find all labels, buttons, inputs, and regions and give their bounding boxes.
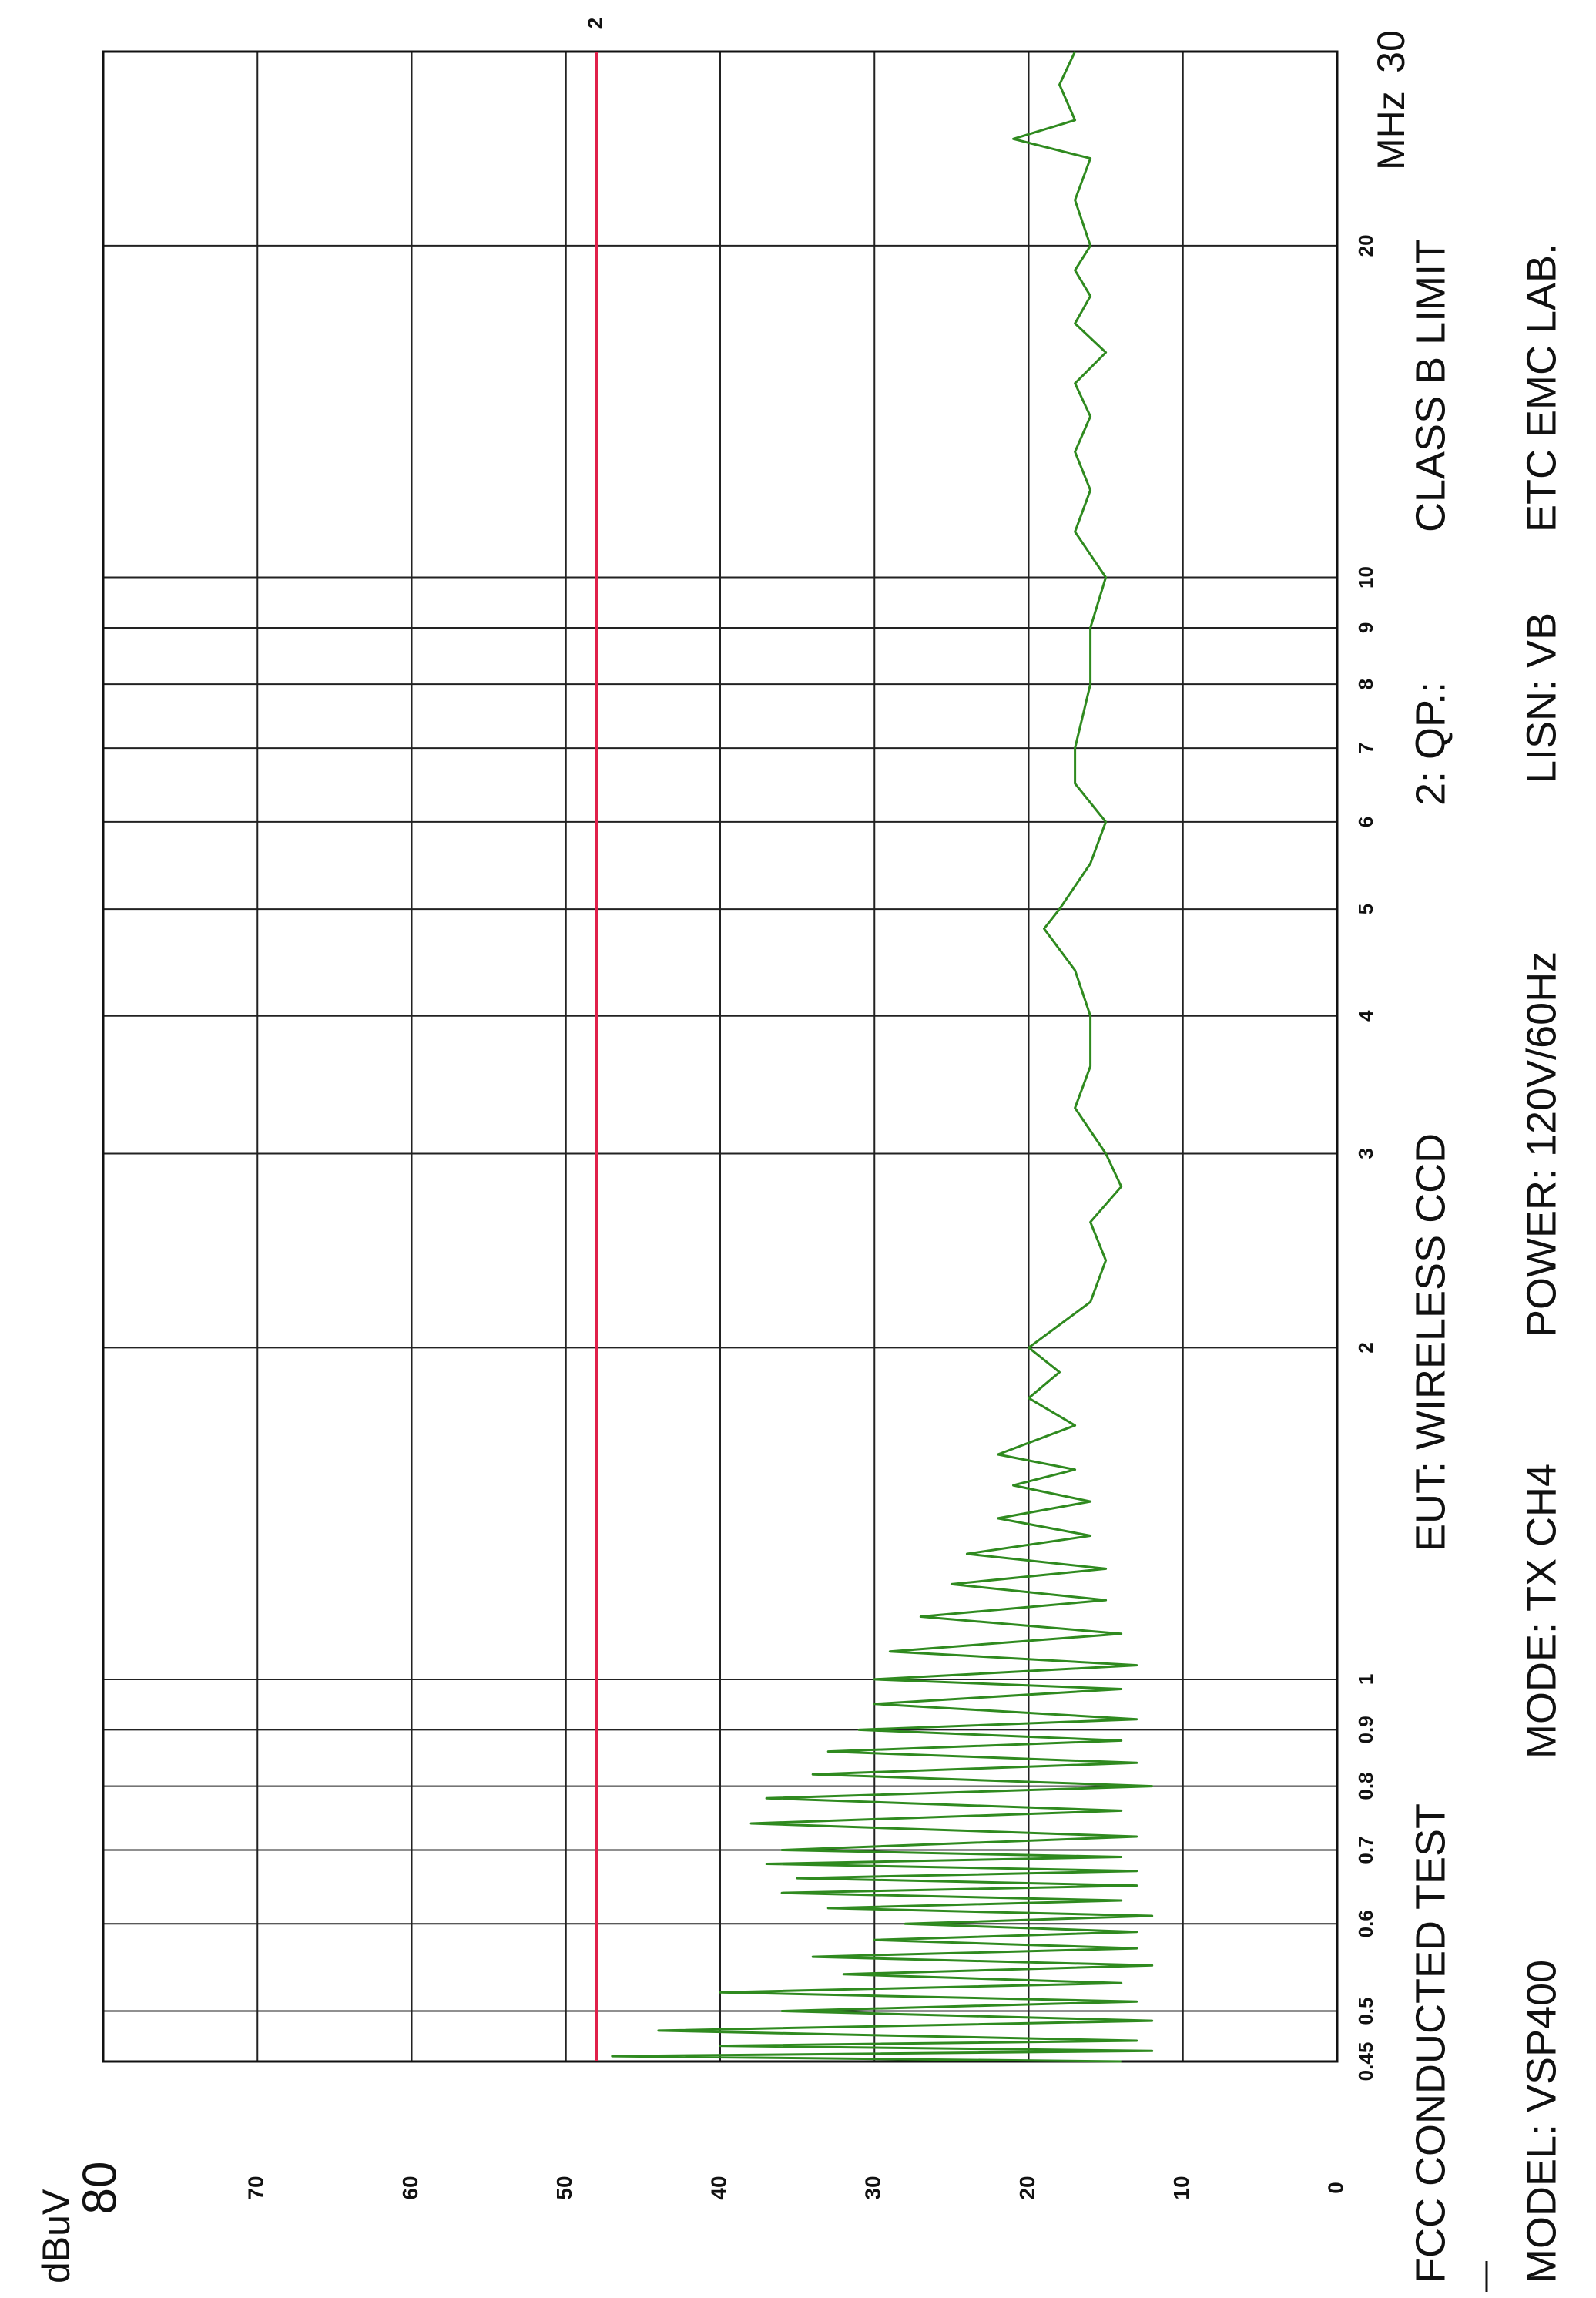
x-tick-label: 0.8 [1354, 1772, 1377, 1800]
x-tick-label: 0.5 [1354, 1997, 1377, 2025]
x-tick-label: 0.45 [1354, 2042, 1377, 2082]
y-tick-label: 80 [73, 2162, 126, 2215]
annotation: MODE: TX CH4 [1518, 1464, 1564, 1759]
y-tick-label: 50 [552, 2176, 576, 2199]
y-tick-label: 30 [861, 2176, 885, 2199]
y-tick-label: 60 [398, 2176, 422, 2199]
x-tick-label: 5 [1354, 904, 1377, 914]
x-tick-label: 20 [1354, 234, 1377, 257]
y-tick-label: 0 [1323, 2182, 1347, 2194]
x-tick-label: 7 [1354, 743, 1377, 753]
x-tick-label: 1 [1354, 1674, 1377, 1685]
x-tick-label: 2 [1354, 1342, 1377, 1353]
annotation: LISN: VB [1518, 612, 1564, 783]
annotation: 2: QP.: [1407, 682, 1454, 806]
y-tick-label: 20 [1015, 2176, 1039, 2199]
y-axis-label: dBuV [35, 2189, 78, 2283]
x-tick-label: 3 [1354, 1148, 1377, 1159]
x-axis-label: MHz [1370, 91, 1413, 170]
x-tick-label: 8 [1354, 679, 1377, 689]
plot-frame [102, 50, 1339, 2063]
x-tick-label: 9 [1354, 622, 1377, 633]
x-tick-label: 0.9 [1354, 1716, 1377, 1743]
y-tick-label: 10 [1169, 2176, 1193, 2199]
x-tick-label: 10 [1354, 566, 1377, 589]
x-tick-label: 0.7 [1354, 1836, 1377, 1864]
x-tick-label: 30 [1370, 30, 1413, 73]
limit-label: 2 [584, 18, 607, 29]
x-tick-label: 0.6 [1354, 1910, 1377, 1937]
y-tick-label: 40 [706, 2176, 730, 2199]
y-tick-label: 70 [244, 2176, 268, 2199]
annotation: ETC EMC LAB. [1518, 243, 1564, 532]
x-tick-label: 4 [1354, 1010, 1377, 1022]
annotation: EUT: WIRELESS CCD [1407, 1133, 1454, 1552]
trace [611, 51, 1154, 2063]
annotation: POWER: 120V/60Hz [1518, 951, 1564, 1337]
annotation: CLASS B LIMIT [1407, 239, 1454, 532]
annotation: MODEL: VSP400 [1518, 1960, 1564, 2283]
x-tick-label: 6 [1354, 817, 1377, 827]
annotation: FCC CONDUCTED TEST [1407, 1803, 1454, 2283]
